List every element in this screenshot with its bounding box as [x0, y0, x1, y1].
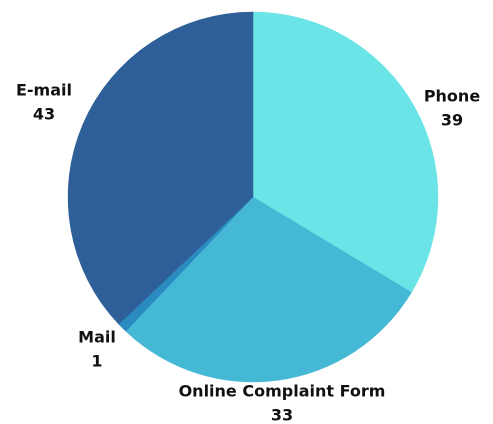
slice-value: 43 — [33, 105, 55, 124]
slice-label: Online Complaint Form — [179, 382, 386, 401]
slice-value: 33 — [271, 406, 293, 424]
slice-value: 39 — [441, 111, 463, 130]
pie-slice — [67, 11, 254, 325]
slice-label: Mail — [78, 328, 116, 347]
slice-label: E-mail — [16, 81, 72, 100]
slice-value: 1 — [91, 352, 102, 371]
slice-label: Phone — [424, 87, 481, 106]
pie-slice — [252, 11, 439, 293]
pie-slice — [125, 196, 412, 383]
